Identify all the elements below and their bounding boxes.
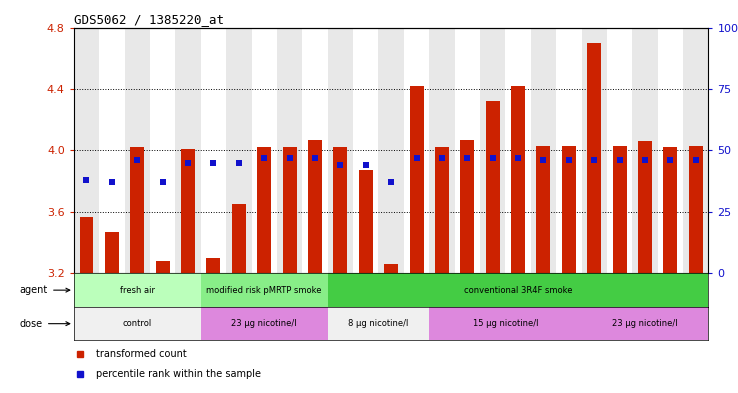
Text: agent: agent — [20, 285, 70, 295]
Text: modified risk pMRTP smoke: modified risk pMRTP smoke — [207, 286, 322, 295]
Bar — [562, 146, 576, 274]
Text: conventional 3R4F smoke: conventional 3R4F smoke — [463, 286, 573, 295]
Bar — [607, 28, 632, 274]
Text: 15 μg nicotine/l: 15 μg nicotine/l — [472, 319, 538, 328]
Text: percentile rank within the sample: percentile rank within the sample — [96, 369, 261, 379]
Bar — [283, 147, 297, 274]
Bar — [328, 28, 353, 274]
Bar — [511, 86, 525, 274]
Bar — [74, 307, 201, 340]
Bar — [587, 43, 601, 274]
Bar — [328, 307, 430, 340]
Bar — [556, 28, 582, 274]
Bar — [252, 28, 277, 274]
Bar — [430, 28, 455, 274]
Bar — [480, 28, 506, 274]
Bar — [531, 28, 556, 274]
Bar — [156, 261, 170, 274]
Bar — [131, 147, 144, 274]
Bar — [430, 307, 582, 340]
Bar — [506, 28, 531, 274]
Bar — [486, 101, 500, 274]
Bar — [277, 28, 303, 274]
Bar — [176, 28, 201, 274]
Bar — [404, 28, 430, 274]
Bar — [683, 28, 708, 274]
Bar — [201, 28, 226, 274]
Bar — [537, 146, 551, 274]
Bar — [435, 147, 449, 274]
Bar — [582, 307, 708, 340]
Bar — [461, 140, 475, 274]
Text: GDS5062 / 1385220_at: GDS5062 / 1385220_at — [74, 13, 224, 26]
Bar — [308, 140, 322, 274]
Bar — [181, 149, 195, 274]
Bar — [232, 204, 246, 274]
Bar — [582, 28, 607, 274]
Bar — [658, 28, 683, 274]
Bar — [638, 141, 652, 274]
Text: transformed count: transformed count — [96, 349, 187, 359]
Bar — [125, 28, 150, 274]
Bar — [207, 258, 221, 274]
Text: 23 μg nicotine/l: 23 μg nicotine/l — [613, 319, 677, 328]
Bar — [150, 28, 176, 274]
Bar — [74, 274, 201, 307]
Text: fresh air: fresh air — [120, 286, 155, 295]
Bar — [328, 274, 708, 307]
Bar — [663, 147, 677, 274]
Bar — [410, 86, 424, 274]
Bar — [105, 232, 119, 274]
Bar — [258, 147, 271, 274]
Bar — [303, 28, 328, 274]
Bar — [632, 28, 658, 274]
Bar — [359, 171, 373, 274]
Text: control: control — [123, 319, 152, 328]
Text: 23 μg nicotine/l: 23 μg nicotine/l — [232, 319, 297, 328]
Bar — [201, 307, 328, 340]
Text: 8 μg nicotine/l: 8 μg nicotine/l — [348, 319, 409, 328]
Bar — [613, 146, 627, 274]
Bar — [689, 146, 703, 274]
Bar — [334, 147, 348, 274]
Bar — [226, 28, 252, 274]
Bar — [80, 217, 94, 274]
Bar — [74, 28, 99, 274]
Bar — [201, 274, 328, 307]
Bar — [384, 264, 398, 274]
Bar — [353, 28, 379, 274]
Bar — [99, 28, 125, 274]
Bar — [379, 28, 404, 274]
Bar — [455, 28, 480, 274]
Text: dose: dose — [20, 319, 70, 329]
